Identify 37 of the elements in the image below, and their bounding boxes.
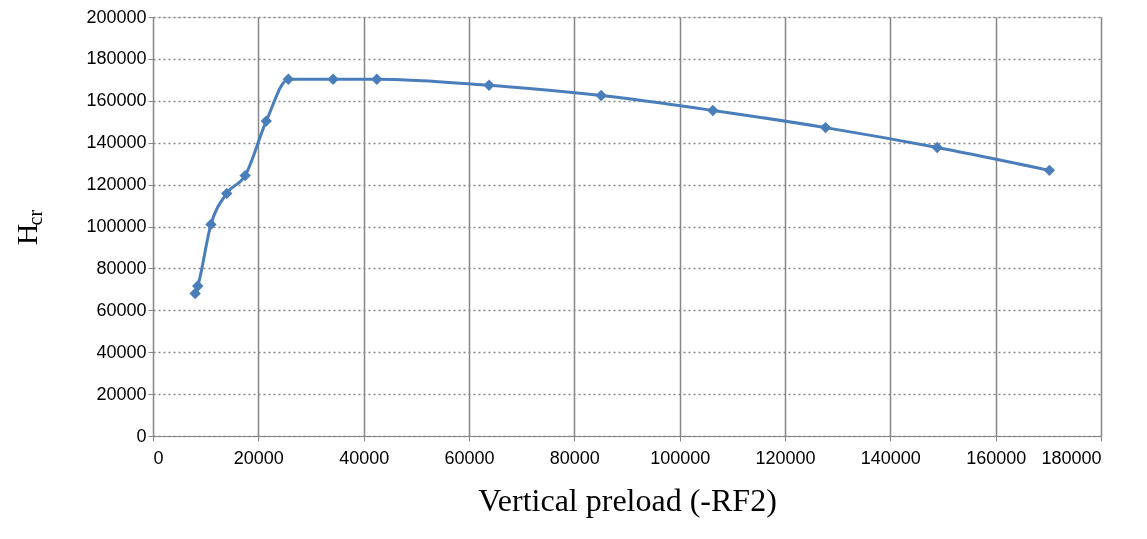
point bbox=[327, 73, 339, 85]
point bbox=[239, 169, 251, 182]
x-tick-label: 180000 bbox=[1041, 447, 1102, 468]
x-tick-label: 160000 bbox=[966, 447, 1027, 468]
point bbox=[221, 187, 233, 200]
point bbox=[595, 89, 607, 102]
point bbox=[205, 218, 217, 231]
x-tick-label: 40000 bbox=[339, 447, 390, 468]
point bbox=[931, 141, 943, 154]
x-tick-label: 80000 bbox=[549, 447, 600, 468]
point bbox=[189, 287, 201, 300]
y-tick-label: 160000 bbox=[86, 90, 147, 111]
y-tick-label: 120000 bbox=[86, 174, 147, 195]
point bbox=[192, 280, 204, 292]
y-tick-label: 60000 bbox=[96, 299, 147, 320]
x-tick-label: 120000 bbox=[755, 447, 816, 468]
y-tick-label: 200000 bbox=[86, 6, 147, 27]
y-tick-label: 0 bbox=[136, 425, 147, 446]
y-tick-label: 80000 bbox=[96, 257, 147, 278]
y-tick-label: 40000 bbox=[96, 341, 147, 362]
x-tick-label: 100000 bbox=[650, 447, 711, 468]
y-tick-label: 20000 bbox=[96, 383, 147, 404]
point bbox=[483, 79, 495, 91]
y-tick-label: 180000 bbox=[86, 48, 147, 69]
x-tick-label: 20000 bbox=[233, 447, 284, 468]
x-tick-label: 0 bbox=[153, 447, 164, 468]
y-tick-label: 100000 bbox=[86, 216, 147, 236]
point bbox=[260, 115, 272, 127]
point bbox=[371, 73, 383, 85]
point bbox=[819, 121, 832, 134]
y-axis-title: Hcr bbox=[10, 209, 46, 246]
x-axis-title: Vertical preload (-RF2) bbox=[478, 481, 777, 518]
x-tick-label: 140000 bbox=[860, 447, 921, 468]
point bbox=[1043, 164, 1056, 177]
y-tick-label: 140000 bbox=[86, 132, 147, 153]
x-tick-label: 60000 bbox=[444, 447, 495, 468]
point bbox=[707, 104, 719, 117]
